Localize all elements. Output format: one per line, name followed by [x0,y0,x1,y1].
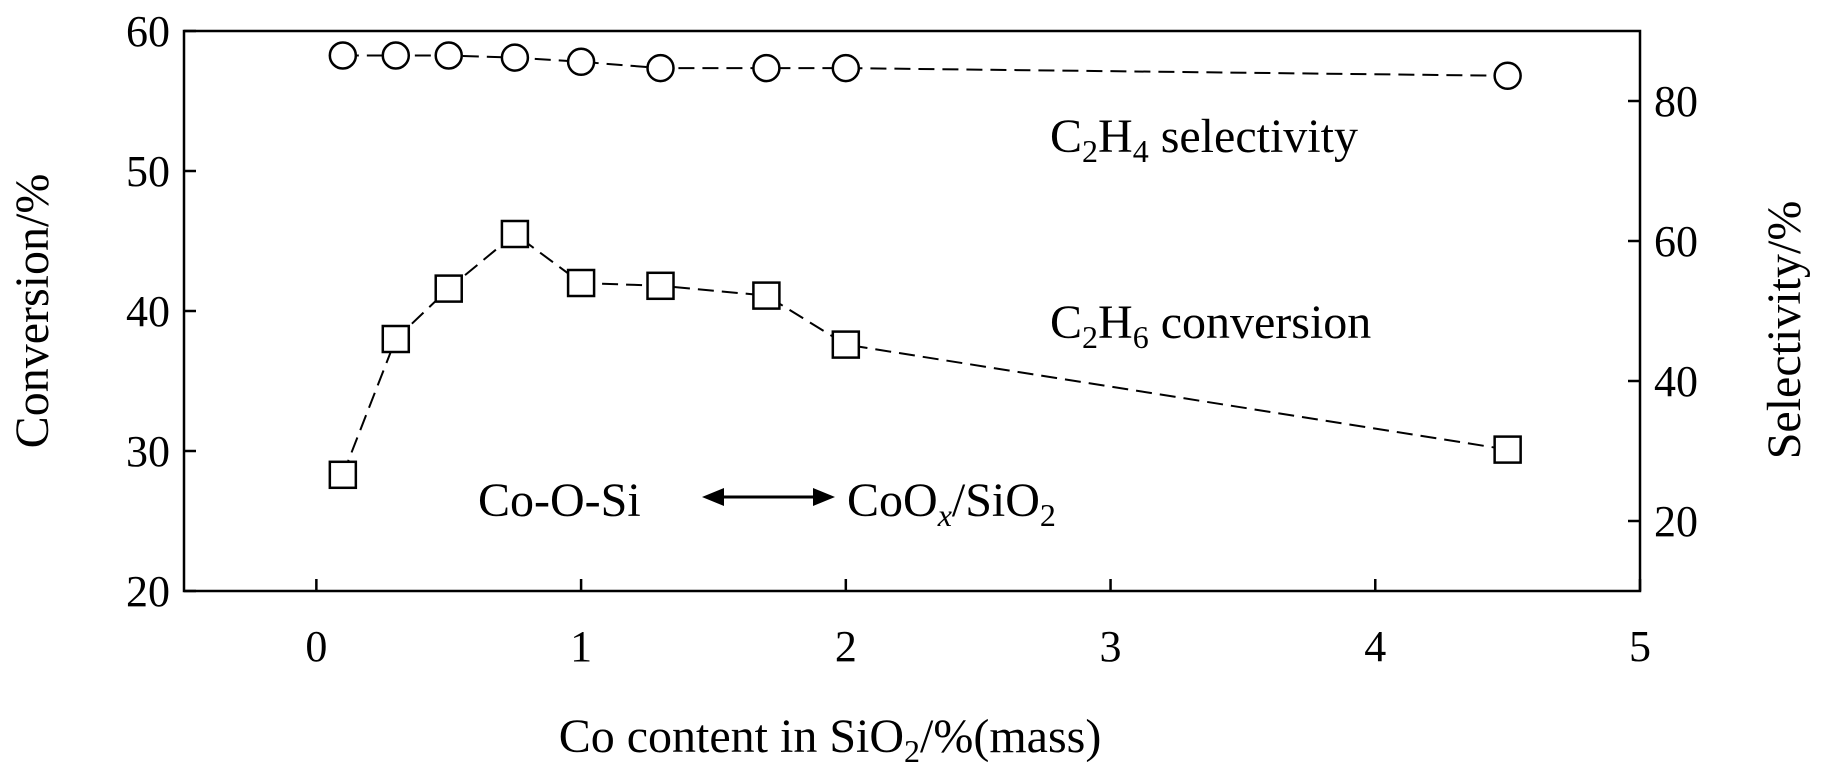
data-point-circle [752,53,781,83]
series-conversion-line [341,232,1508,476]
x-tick-label: 2 [835,622,857,671]
x-axis-title-main: Co content in SiO [559,710,904,763]
y-right-axis-ticks: 20 40 60 80 [1628,77,1698,546]
y-left-tick-label: 50 [126,147,170,196]
series-conversion [328,219,1522,490]
y-right-tick-label: 20 [1654,497,1698,546]
y-right-axis-title: Selectivity/% [1758,201,1811,460]
data-point-circle [328,41,358,70]
x-axis-title-tail: /%(mass) [920,710,1101,763]
x-tick-label: 0 [305,622,327,671]
double-arrow-icon [702,488,835,506]
x-axis-title: Co content in SiO2/%(mass) [559,710,1102,769]
data-point-circle [566,47,596,77]
x-tick-label: 1 [570,622,592,671]
data-point-square [328,460,358,490]
y-left-tick-label: 30 [126,427,170,476]
arrow-left-label: Co-O-Si [478,474,641,527]
data-point-circle [831,53,861,83]
data-point-square [1493,435,1522,464]
x-axis-title-sub: 2 [904,733,920,769]
y-right-tick-label: 60 [1654,217,1698,266]
x-tick-label: 3 [1100,622,1122,671]
data-point-square [381,324,411,354]
data-point-circle [381,41,411,70]
data-point-square [566,268,596,298]
y-left-tick-label: 60 [126,7,170,56]
x-tick-label: 4 [1364,622,1386,671]
data-point-square [646,271,675,301]
data-point-circle [500,43,530,72]
data-point-square [500,219,530,249]
arrow-right-label: CoOx/SiO2 [847,474,1056,533]
y-left-axis-ticks: 20 30 40 50 60 [126,7,196,616]
y-right-tick-label: 40 [1654,357,1698,406]
data-point-circle [1493,61,1522,91]
x-tick-label: 5 [1629,622,1651,671]
data-point-circle [434,41,463,70]
y-left-axis-title: Conversion/% [6,174,59,449]
selectivity-annotation: C2H4 selectivity [1050,110,1358,169]
data-point-square [752,281,781,310]
y-right-tick-label: 80 [1654,77,1698,126]
y-left-tick-label: 40 [126,287,170,336]
data-point-square [434,274,463,303]
data-point-square [831,330,861,359]
y-left-tick-label: 20 [126,567,170,616]
series-selectivity [328,41,1522,91]
conversion-annotation: C2H6 conversion [1050,296,1371,355]
x-axis-ticks: 0 1 2 3 4 5 [305,579,1651,671]
data-point-circle [646,53,675,83]
